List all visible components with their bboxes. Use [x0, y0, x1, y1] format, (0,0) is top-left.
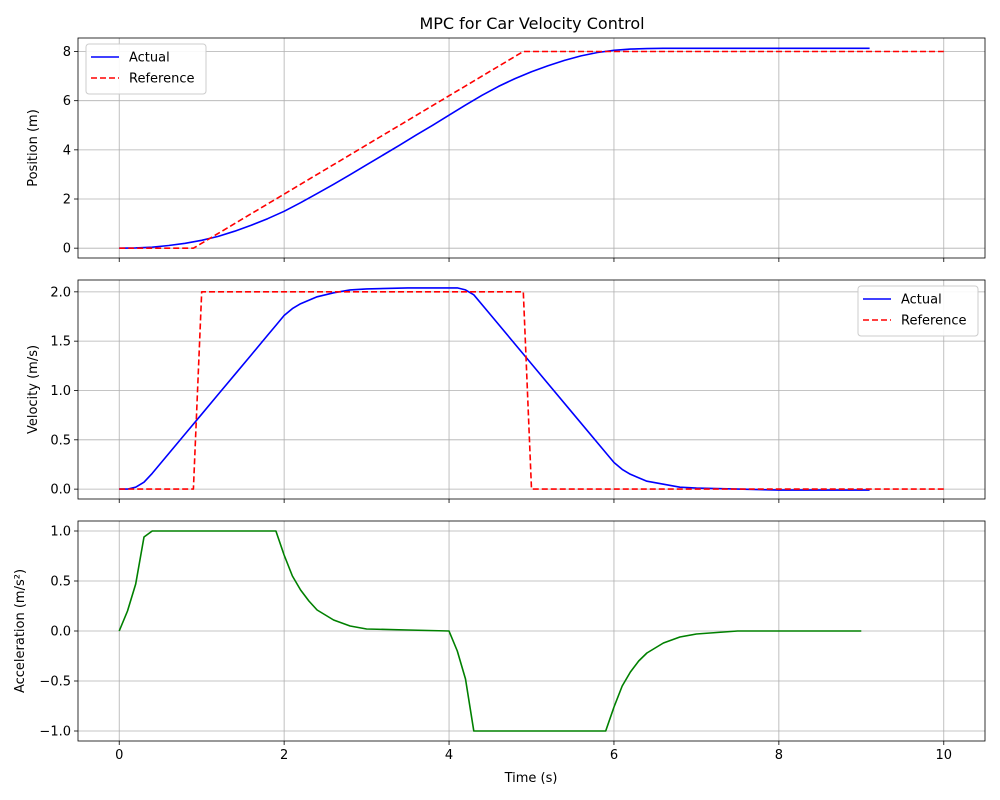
panel-3: 0 2 4 6 8 10 −1.0 −0.5 0.0 0.5 1.0 Acceleration (m/… [13, 520, 986, 763]
y-tick-label: −1.0 [39, 725, 71, 740]
x-tick-label: 8 [775, 748, 783, 763]
y-tick-label: 2.0 [50, 285, 71, 300]
chart-title: MPC for Car Velocity Control [419, 14, 644, 33]
y-tick-label: 1.0 [50, 525, 71, 540]
legend-label-actual: Actual [129, 51, 170, 66]
y-tick-label: 0 [63, 242, 71, 257]
y-tick-label: 0.0 [50, 483, 71, 498]
actual-line [119, 47, 870, 249]
x-tick-label: 6 [610, 748, 618, 763]
x-axis-label: Time (s) [504, 771, 558, 786]
acceleration-line [118, 530, 862, 732]
axes-frame [77, 279, 986, 500]
reference-line [119, 290, 944, 490]
y-tick-label: 0.5 [50, 433, 71, 448]
x-tick-label: 2 [280, 748, 288, 763]
y-tick-label: 1.0 [50, 384, 71, 399]
reference-line [119, 50, 944, 249]
legend-label-reference: Reference [901, 314, 966, 329]
y-axis-label: Position (m) [26, 109, 41, 187]
panels: 0 2 4 6 8 Position (m) Actual Reference 0.0 0.5 1.… [13, 37, 986, 763]
legend: Actual Reference [85, 43, 207, 95]
panel-2: 0.0 0.5 1.0 1.5 2.0 Velocity (m/s) Actual Refer… [26, 279, 986, 503]
y-tick-label: 1.5 [50, 335, 71, 350]
y-tick-label: 8 [63, 45, 71, 60]
y-tick-label: 2 [63, 193, 71, 208]
y-axis-label: Acceleration (m/s²) [13, 569, 28, 693]
legend-label-actual: Actual [901, 293, 942, 308]
y-tick-label: 6 [63, 94, 71, 109]
y-axis-label: Velocity (m/s) [26, 345, 41, 434]
y-tick-label: 4 [63, 143, 71, 158]
y-tick-label: 0.0 [50, 625, 71, 640]
y-tick-label: 0.5 [50, 575, 71, 590]
legend-label-reference: Reference [129, 72, 194, 87]
actual-line [119, 287, 870, 491]
y-tick-label: −0.5 [39, 675, 71, 690]
legend: Actual Reference [857, 285, 979, 337]
x-tick-label: 10 [935, 748, 952, 763]
x-tick-label: 0 [115, 748, 123, 763]
panel-1: 0 2 4 6 8 Position (m) Actual Reference [26, 37, 986, 262]
axes-frame [77, 37, 986, 259]
x-tick-label: 4 [445, 748, 453, 763]
